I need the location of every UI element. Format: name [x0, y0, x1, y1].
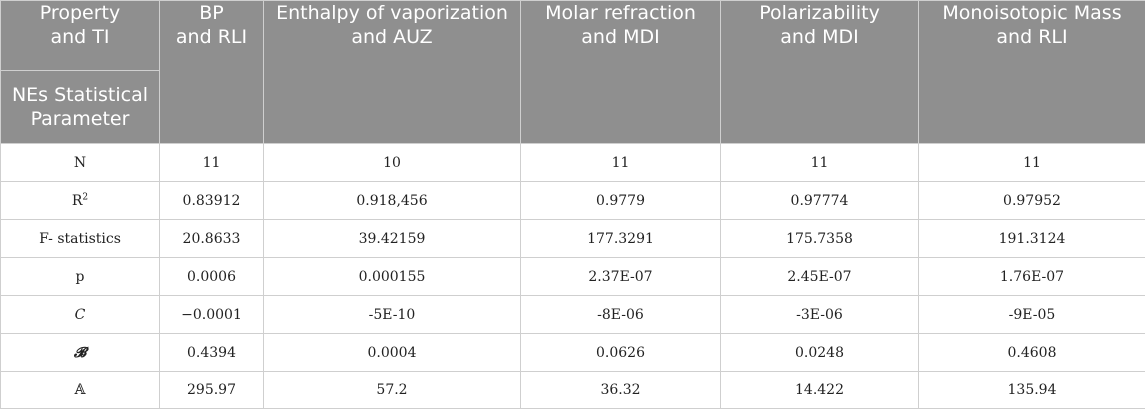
corner-header-property: Property and TI	[0, 0, 160, 71]
column-header-enthalpy: Enthalpy of vaporization and AUZ	[263, 0, 521, 144]
table-cell: 11	[918, 143, 1145, 182]
row-label: R2	[0, 181, 160, 220]
row-label-text: N	[73, 154, 87, 171]
table-cell: 57.2	[263, 371, 521, 409]
table-cell: 0.0004	[263, 333, 521, 372]
row-label: 𝔸	[0, 371, 160, 409]
table-cell: 14.422	[720, 371, 919, 409]
row-label: 𝓑	[0, 333, 160, 372]
table-cell: 177.3291	[520, 219, 721, 258]
table-row-p-value: p 0.0006 0.000155 2.37E-07 2.45E-07 1.76E-07	[0, 257, 1145, 296]
row-label-text: p	[75, 268, 85, 285]
table-cell: -9E-05	[918, 295, 1145, 334]
table-row-c: C −0.0001 -5E-10 -8E-06 -3E-06 -9E-05	[0, 295, 1145, 334]
table-cell: 0.97774	[720, 181, 919, 220]
table-cell: -3E-06	[720, 295, 919, 334]
table-cell: 2.37E-07	[520, 257, 721, 296]
table-cell: 135.94	[918, 371, 1145, 409]
table-cell: 39.42159	[263, 219, 521, 258]
row-label: C	[0, 295, 160, 334]
table-header: Property and TI BP and RLI Enthalpy of v…	[0, 0, 1145, 144]
table-cell: 1.76E-07	[918, 257, 1145, 296]
row-label: F- statistics	[0, 219, 160, 258]
table-cell: 0.83912	[159, 181, 264, 220]
table-cell: 0.0626	[520, 333, 721, 372]
table-cell: 0.4608	[918, 333, 1145, 372]
table-cell: 0.97952	[918, 181, 1145, 220]
table-cell: 0.918,456	[263, 181, 521, 220]
row-label-text: C	[74, 306, 86, 323]
row-label-superscript: 2	[82, 191, 89, 202]
table-cell: 0.0006	[159, 257, 264, 296]
table-cell: 11	[159, 143, 264, 182]
row-label: N	[0, 143, 160, 182]
column-header-molar-refraction: Molar refraction and MDI	[520, 0, 721, 144]
table-cell: 0.0248	[720, 333, 919, 372]
table-row-a: 𝔸 295.97 57.2 36.32 14.422 135.94	[0, 371, 1145, 409]
column-header-polarizability: Polarizability and MDI	[720, 0, 919, 144]
table-row-f-statistics: F- statistics 20.8633 39.42159 177.3291 175.…	[0, 219, 1145, 258]
table-cell: 0.9779	[520, 181, 721, 220]
column-header-monoisotopic-mass: Monoisotopic Mass and RLI	[918, 0, 1145, 144]
table-cell: −0.0001	[159, 295, 264, 334]
corner-header-parameter: NEs Statistical Parameter	[0, 70, 160, 144]
table-row-b: 𝓑 0.4394 0.0004 0.0626 0.0248 0.4608	[0, 333, 1145, 372]
table-cell: 2.45E-07	[720, 257, 919, 296]
table-cell: 36.32	[520, 371, 721, 409]
table-cell: 11	[720, 143, 919, 182]
row-label: p	[0, 257, 160, 296]
table-cell: 10	[263, 143, 521, 182]
column-header-bp: BP and RLI	[159, 0, 264, 144]
table-row-n: N 11 10 11 11 11	[0, 143, 1145, 182]
table-row-r-squared: R2 0.83912 0.918,456 0.9779 0.97774 0.97952	[0, 181, 1145, 220]
table-cell: 20.8633	[159, 219, 264, 258]
table-cell: 0.000155	[263, 257, 521, 296]
table-cell: 191.3124	[918, 219, 1145, 258]
table-cell: 11	[520, 143, 721, 182]
table-cell: 0.4394	[159, 333, 264, 372]
table-cell: 175.7358	[720, 219, 919, 258]
table-body: N 11 10 11 11 11 R2 0.83912 0.918,456 0.9779 0.977…	[0, 143, 1145, 409]
row-label-text: R	[71, 192, 83, 209]
row-label-text: 𝔸	[74, 382, 86, 398]
row-label-text: F- statistics	[39, 230, 121, 247]
table-cell: -8E-06	[520, 295, 721, 334]
table-cell: -5E-10	[263, 295, 521, 334]
row-label-text: 𝓑	[73, 344, 87, 361]
table-cell: 295.97	[159, 371, 264, 409]
